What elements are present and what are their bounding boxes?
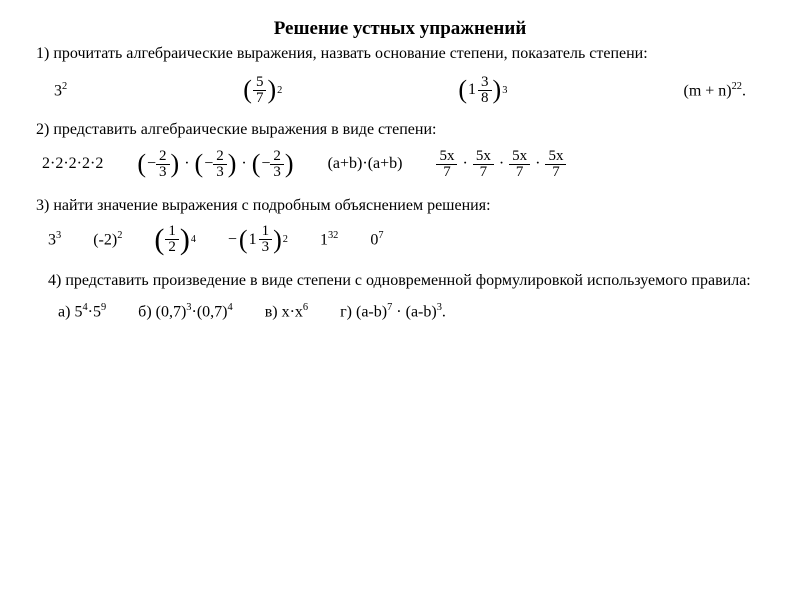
expr-3-squared: 32 [54, 81, 67, 100]
den: 8 [478, 90, 492, 106]
base2: (0,7) [197, 304, 228, 321]
expr-4a: а) 54·59 [58, 302, 106, 321]
base: (-2) [93, 232, 117, 249]
den: 3 [270, 164, 284, 180]
expr-aplusb-sq: (a+b)·(a+b) [328, 155, 403, 173]
den: 7 [509, 164, 530, 180]
exp: 7 [378, 230, 383, 241]
exp1: 3 [186, 302, 191, 313]
whole: 1 [468, 82, 476, 98]
exp1: 7 [387, 302, 392, 313]
num: 1 [259, 224, 273, 239]
expr-neg-1-1over3-sq: − ( 1 13 )2 [228, 224, 288, 255]
expr-3cubed: 33 [48, 230, 61, 249]
exp: 3 [502, 85, 507, 96]
section1-text: 1) прочитать алгебраические выражения, н… [36, 44, 764, 65]
num: 5x [509, 149, 530, 164]
den: 2 [165, 239, 179, 255]
section4-text: 4) представить произведение в виде степе… [36, 271, 764, 292]
exp: 6 [303, 302, 308, 313]
base2: 5 [93, 304, 101, 321]
page: Решение устных упражнений 1) прочитать а… [0, 0, 800, 340]
base: 1 [320, 232, 328, 249]
exp2: 4 [227, 302, 232, 313]
expr-5xover7-quad: 5x7 · 5x7 · 5x7 · 5x7 [436, 149, 566, 180]
exp: 2 [62, 81, 67, 92]
expr-5over7-sq: ( 57 )2 [243, 75, 282, 106]
section3-text: 3) найти значение выражения с подробным … [36, 196, 764, 217]
expr-1-32: 132 [320, 230, 338, 249]
expr-neg2-sq: (-2)2 [93, 230, 122, 249]
num: 2 [270, 149, 284, 164]
num: 2 [213, 149, 227, 164]
expr-2x5: 2·2·2·2·2 [42, 155, 103, 173]
den: 3 [156, 164, 170, 180]
num: 5x [473, 149, 494, 164]
expr-4d: г) (a-b)7 · (a-b)3. [340, 302, 446, 321]
base: (m + n) [683, 82, 731, 99]
exp: 2 [277, 85, 282, 96]
exp: 2 [283, 234, 288, 245]
expr-4b: б) (0,7)3·(0,7)4 [138, 302, 233, 321]
expr-half-4: ( 12 )4 [154, 224, 196, 255]
dot: . [742, 82, 746, 99]
den: 3 [259, 239, 273, 255]
base: 3 [48, 232, 56, 249]
label: б) [138, 304, 155, 321]
den: 7 [436, 164, 457, 180]
exp: 2 [117, 230, 122, 241]
num: 2 [156, 149, 170, 164]
section2-row: 2·2·2·2·2 (−23) · (−23) · (−23) (a+b)·(a… [36, 149, 764, 180]
section1-row: 32 ( 57 )2 ( 1 38 )3 (m + n)22. [36, 75, 764, 106]
section4-row: а) 54·59 б) (0,7)3·(0,7)4 в) x·x6 г) (a-… [36, 302, 764, 321]
base2: (a-b) [406, 304, 437, 321]
num: 1 [165, 224, 179, 239]
expr-4c: в) x·x6 [265, 302, 308, 321]
label: а) [58, 304, 74, 321]
dot: . [442, 304, 446, 321]
den: 3 [213, 164, 227, 180]
label: г) [340, 304, 356, 321]
den: 7 [253, 90, 267, 106]
expr: x·x [282, 304, 303, 321]
base: 3 [54, 82, 62, 99]
expr-0-7: 07 [370, 230, 383, 249]
exp1: 4 [82, 302, 87, 313]
exp: 4 [191, 234, 196, 245]
num: 5x [545, 149, 566, 164]
expr-neg2over3-triple: (−23) · (−23) · (−23) [137, 149, 293, 180]
page-title: Решение устных упражнений [36, 18, 764, 40]
num: 3 [478, 75, 492, 90]
label: в) [265, 304, 282, 321]
den: 7 [473, 164, 494, 180]
whole: 1 [249, 232, 257, 248]
expr-mplusn: (m + n)22. [683, 81, 746, 100]
exp: 3 [56, 230, 61, 241]
base1: (0,7) [156, 304, 187, 321]
den: 7 [545, 164, 566, 180]
num: 5 [253, 75, 267, 90]
exp: 32 [328, 230, 338, 241]
expr-1-3over8-cubed: ( 1 38 )3 [458, 75, 507, 106]
base1: (a-b) [356, 304, 387, 321]
num: 5x [436, 149, 457, 164]
exp: 22 [732, 81, 742, 92]
exp2: 9 [101, 302, 106, 313]
section2-text: 2) представить алгебраические выражения … [36, 120, 764, 141]
section3-row: 33 (-2)2 ( 12 )4 − ( 1 13 )2 132 07 [36, 224, 764, 255]
